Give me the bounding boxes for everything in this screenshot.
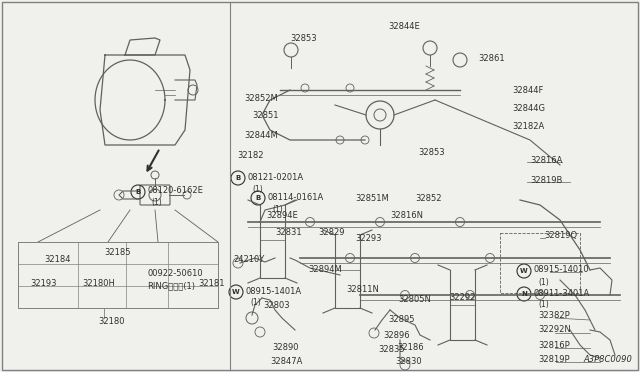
Text: (1): (1) [538,278,548,286]
Text: 32292N: 32292N [538,326,571,334]
Text: 32816A: 32816A [530,155,563,164]
Text: 32803: 32803 [263,301,290,310]
Text: 32819Q: 32819Q [544,231,577,240]
Text: 32181: 32181 [198,279,225,289]
Text: (1): (1) [250,298,260,308]
Text: W: W [232,289,240,295]
Text: 32853: 32853 [418,148,445,157]
Text: 32852: 32852 [415,193,442,202]
Text: 32830: 32830 [395,357,422,366]
Text: 08120-6162E: 08120-6162E [147,186,203,195]
Text: (1): (1) [151,198,162,206]
Text: 32816P: 32816P [538,341,570,350]
Bar [500,233,580,293]
Text: A3P8C0090: A3P8C0090 [583,355,632,364]
Text: 32805N: 32805N [398,295,431,305]
Text: B: B [236,175,241,181]
Text: 32819B: 32819B [530,176,563,185]
Text: 32835: 32835 [378,346,404,355]
Text: (1): (1) [252,185,263,193]
Text: B: B [136,189,141,195]
Text: 32894M: 32894M [308,266,342,275]
Text: 32182A: 32182A [512,122,544,131]
Text: 32829: 32829 [318,228,344,237]
Text: 32180: 32180 [99,317,125,327]
Text: (1): (1) [538,301,548,310]
Text: 08911-3401A: 08911-3401A [534,289,590,298]
Text: 24210Y: 24210Y [233,256,264,264]
Text: 32293: 32293 [355,234,381,243]
Text: 32851: 32851 [252,110,278,119]
Text: 32852M: 32852M [244,93,278,103]
Text: 32382P: 32382P [538,311,570,321]
Text: 00922-50610: 00922-50610 [147,269,203,279]
Text: 08915-1401A: 08915-1401A [246,286,302,295]
Text: 32853: 32853 [290,33,317,42]
Text: B: B [255,195,260,201]
Text: 32182: 32182 [237,151,264,160]
Text: 32844M: 32844M [244,131,278,140]
Text: 32851M: 32851M [355,193,388,202]
Text: N: N [521,291,527,297]
Text: 32816N: 32816N [390,211,423,219]
Text: 32844F: 32844F [512,86,543,94]
Text: 32811N: 32811N [346,285,379,295]
Text: 32193: 32193 [30,279,56,289]
Text: 32184: 32184 [45,256,71,264]
Text: 08114-0161A: 08114-0161A [268,192,324,202]
Text: 32890: 32890 [272,343,298,353]
Text: 08121-0201A: 08121-0201A [248,173,304,182]
Text: 32292: 32292 [449,294,476,302]
Text: 08915-14010: 08915-14010 [534,266,589,275]
Text: W: W [520,268,528,274]
Text: 32844E: 32844E [388,22,420,31]
Text: 32894E: 32894E [266,211,298,219]
Text: (1): (1) [272,205,283,214]
Text: 32185: 32185 [105,247,131,257]
Text: 32819P: 32819P [538,356,570,365]
Text: 32186: 32186 [397,343,424,353]
Text: 32896: 32896 [383,331,410,340]
Text: 32180H: 32180H [82,279,115,289]
Text: 32844G: 32844G [512,103,545,112]
Text: 32861: 32861 [478,54,504,62]
Text: 32831: 32831 [275,228,301,237]
Text: 32895: 32895 [388,315,415,324]
Text: RINGリング(1): RINGリング(1) [147,282,195,291]
Text: 32847A: 32847A [270,357,302,366]
